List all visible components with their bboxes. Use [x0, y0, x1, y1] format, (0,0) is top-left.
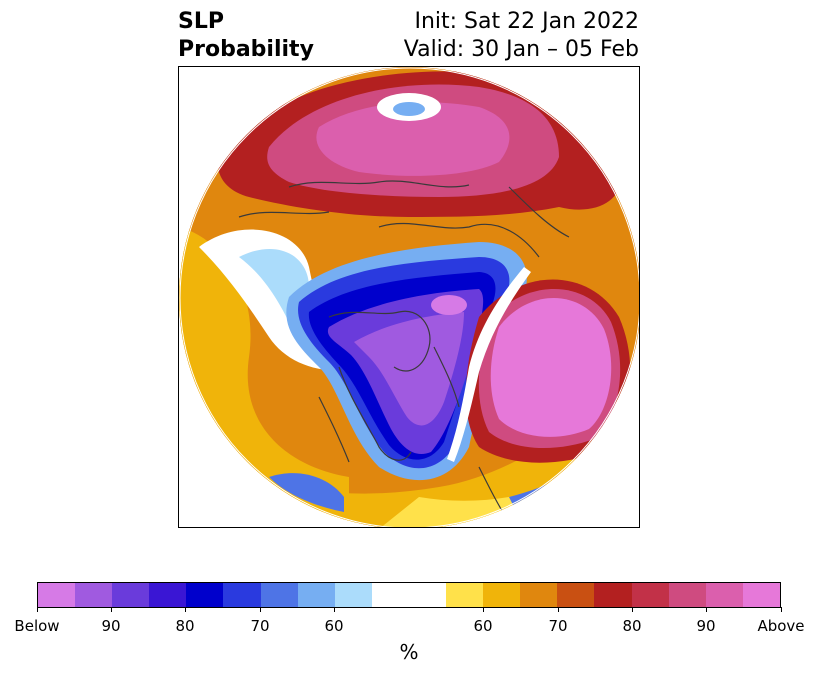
- colorbar-segment: [149, 583, 187, 607]
- disc-outline: [179, 67, 639, 527]
- title-right: Init: Sat 22 Jan 2022 Valid: 30 Jan – 05…: [404, 8, 639, 64]
- map-svg: [179, 67, 639, 527]
- blue-spot-north: [393, 102, 425, 116]
- colorbar-segment: [483, 583, 521, 607]
- colorbar-tick-mark: [334, 607, 335, 612]
- violet-core-center: [354, 312, 464, 426]
- colorbar-tick-mark: [37, 607, 38, 612]
- colorbar-tick-label: Below: [14, 617, 60, 635]
- colorbar-tick-mark: [260, 607, 261, 612]
- colorbar-segment: [408, 583, 447, 607]
- colorbar-tick-mark: [706, 607, 707, 612]
- colorbar-tick-label: 90: [101, 617, 121, 635]
- colorbar-tick-label: 80: [175, 617, 195, 635]
- colorbar-tick-label: 60: [473, 617, 493, 635]
- colorbar-tick-mark: [558, 607, 559, 612]
- colorbar-tick-label: 90: [696, 617, 716, 635]
- colorbar-segment: [742, 583, 780, 607]
- colorbar-tick-mark: [781, 607, 782, 612]
- colorbar-segment: [186, 583, 224, 607]
- colorbar-tick-label: 60: [324, 617, 344, 635]
- colorbar-tick-mark: [632, 607, 633, 612]
- colorbar: [37, 582, 781, 608]
- colorbar-segment: [75, 583, 113, 607]
- magenta-core-north: [316, 102, 510, 176]
- colorbar-segment: [631, 583, 669, 607]
- magenta-spot-center: [431, 295, 467, 315]
- colorbar-tick-label: Above: [757, 617, 805, 635]
- colorbar-tick-mark: [111, 607, 112, 612]
- probability-map: [178, 66, 640, 528]
- colorbar-segment: [446, 583, 484, 607]
- title-product: Probability: [178, 37, 314, 62]
- colorbar-segment: [38, 583, 76, 607]
- colorbar-segment: [371, 583, 409, 607]
- blue-patch-south: [269, 473, 344, 512]
- colorbar-unit-label: %: [399, 640, 419, 664]
- colorbar-segment: [223, 583, 261, 607]
- colorbar-tick-label: 80: [622, 617, 642, 635]
- colorbar-tick-mark: [185, 607, 186, 612]
- colorbar-segment: [520, 583, 558, 607]
- colorbar-segment: [112, 583, 150, 607]
- magenta-region-east: [490, 297, 612, 437]
- title-left: SLP Probability: [178, 8, 314, 64]
- white-channel-east: [447, 267, 531, 462]
- colorbar-tick-label: 70: [548, 617, 568, 635]
- colorbar-segment: [260, 583, 298, 607]
- colorbar-segment: [705, 583, 743, 607]
- colorbar-segment: [334, 583, 372, 607]
- colorbar-tick-mark: [483, 607, 484, 612]
- colorbar-tick-label: 70: [250, 617, 270, 635]
- coastlines: [238, 180, 570, 523]
- colorbar-segment: [668, 583, 706, 607]
- colorbar-segment: [297, 583, 335, 607]
- colorbar-segment: [557, 583, 595, 607]
- init-time: Init: Sat 22 Jan 2022: [414, 9, 639, 34]
- colorbar-segment: [594, 583, 632, 607]
- title-variable: SLP: [178, 9, 224, 34]
- valid-period: Valid: 30 Jan – 05 Feb: [403, 37, 639, 62]
